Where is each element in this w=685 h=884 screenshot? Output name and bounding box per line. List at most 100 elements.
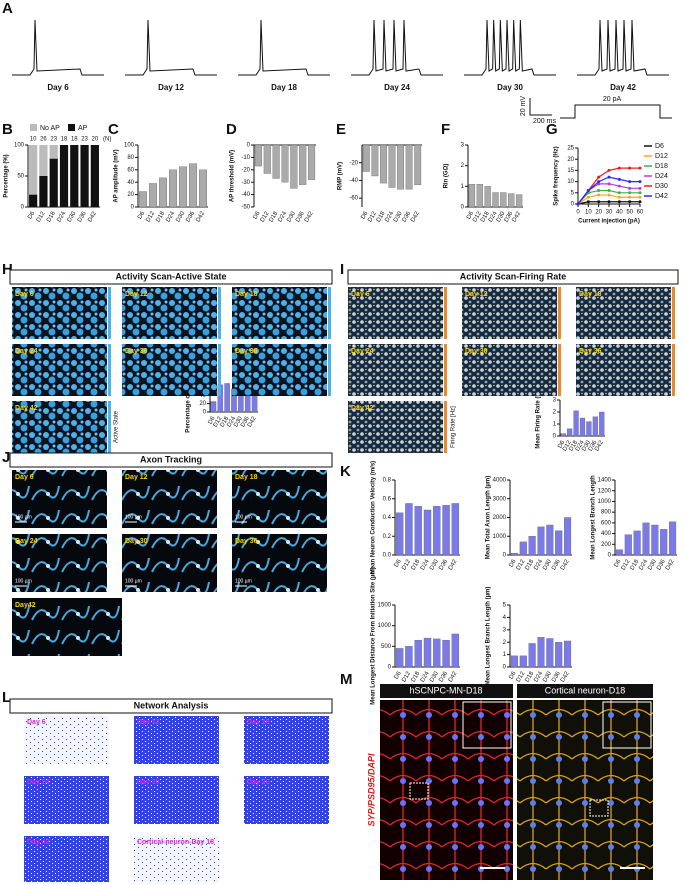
y-tick-label: 10 bbox=[567, 179, 574, 185]
bar bbox=[224, 383, 230, 413]
x-tick-label: D24 bbox=[384, 210, 395, 223]
point bbox=[607, 168, 611, 172]
label: Day 12 bbox=[125, 291, 148, 298]
x-tick-label: D24 bbox=[533, 558, 544, 571]
y-tick-label: -20 bbox=[349, 160, 358, 166]
label: Day 42 bbox=[27, 839, 50, 846]
x-tick-label: D6 bbox=[360, 210, 369, 220]
y-tick-label: 3 bbox=[503, 627, 507, 633]
legend-label: D42 bbox=[655, 193, 668, 200]
bar bbox=[451, 633, 460, 668]
bar bbox=[510, 552, 518, 556]
x-tick-label: D30 bbox=[393, 210, 404, 223]
label: F bbox=[441, 121, 450, 138]
x-tick-label: D30 bbox=[175, 210, 186, 223]
label: (N) bbox=[103, 137, 111, 143]
bar bbox=[433, 506, 441, 556]
label: Day 6 bbox=[47, 83, 69, 92]
label: Day 24 bbox=[27, 779, 50, 786]
x-tick-label: D30 bbox=[233, 415, 244, 428]
y-tick-label: 0 bbox=[503, 665, 507, 671]
bar bbox=[210, 401, 217, 413]
point bbox=[586, 200, 590, 204]
y-tick-label: 1 bbox=[553, 422, 557, 428]
panel-header bbox=[9, 269, 333, 285]
label: Network Analysis bbox=[134, 700, 209, 710]
x-tick-label: D12 bbox=[145, 210, 156, 223]
label: Day 30 bbox=[465, 348, 488, 355]
bar-segment bbox=[80, 145, 89, 207]
colorbar bbox=[108, 287, 111, 339]
x-tick-label: D30 bbox=[429, 670, 440, 683]
image-tile bbox=[462, 344, 557, 396]
x-axis-label: Current injection (pA) bbox=[578, 219, 640, 225]
bar bbox=[492, 192, 499, 208]
label: Day 12 bbox=[158, 83, 184, 92]
bar bbox=[254, 144, 262, 167]
x-tick-label: D30 bbox=[581, 439, 592, 452]
bar bbox=[414, 144, 422, 186]
label: Day 24 bbox=[384, 83, 410, 92]
y-tick-label: 0.8 bbox=[383, 478, 392, 484]
x-tick-label: D42 bbox=[195, 210, 206, 223]
point bbox=[638, 200, 642, 204]
y-tick-label: 0.6 bbox=[383, 496, 392, 502]
y-tick-label: 500 bbox=[381, 644, 392, 650]
x-tick-label: D42 bbox=[511, 210, 522, 223]
bar bbox=[405, 144, 413, 190]
label: Day 30 bbox=[125, 538, 148, 545]
bar bbox=[519, 655, 527, 668]
bar bbox=[299, 144, 307, 185]
colorbar bbox=[108, 401, 111, 453]
y-tick-label: 4 bbox=[503, 615, 507, 621]
bar bbox=[159, 177, 167, 208]
colorbar bbox=[328, 287, 331, 339]
label: Day 36 bbox=[235, 538, 258, 545]
label: 23 bbox=[50, 137, 57, 143]
image-tile bbox=[232, 287, 327, 339]
point bbox=[607, 175, 611, 179]
label: L bbox=[2, 689, 11, 706]
x-tick-label: D12 bbox=[213, 415, 224, 428]
label: 100 µm bbox=[125, 514, 142, 520]
label: K bbox=[340, 463, 351, 480]
bar bbox=[371, 144, 379, 177]
label: 100 µm bbox=[235, 578, 252, 584]
y-tick-label: -10 bbox=[241, 155, 250, 161]
panel-header bbox=[347, 269, 679, 285]
x-tick-label: D30 bbox=[542, 670, 553, 683]
label: 100 µm bbox=[15, 514, 32, 520]
x-tick-label: D6 bbox=[137, 210, 146, 220]
label: Day 12 bbox=[465, 291, 488, 298]
x-tick-label: D18 bbox=[411, 558, 422, 571]
bar bbox=[414, 506, 422, 556]
bar bbox=[615, 549, 623, 556]
bar bbox=[139, 191, 147, 208]
label: 200 ms bbox=[533, 118, 556, 125]
header-box bbox=[517, 684, 653, 698]
point bbox=[628, 166, 632, 170]
label: I bbox=[340, 261, 344, 278]
bar bbox=[537, 637, 545, 668]
point bbox=[607, 189, 611, 193]
y-tick-label: 20 bbox=[127, 192, 134, 198]
colorbar bbox=[558, 287, 561, 339]
y-tick-label: 800 bbox=[601, 510, 612, 516]
raster-tile bbox=[134, 716, 219, 764]
point bbox=[638, 191, 642, 195]
x-tick-label: D42 bbox=[304, 210, 315, 223]
y-tick-label: 0 bbox=[203, 410, 207, 416]
stim-step bbox=[560, 104, 672, 119]
bar-segment bbox=[29, 194, 38, 207]
bar bbox=[405, 646, 413, 668]
point bbox=[607, 182, 611, 186]
point bbox=[576, 202, 580, 206]
label: Activity Scan-Firing Rate bbox=[460, 271, 567, 281]
bar bbox=[500, 192, 507, 208]
x-tick-label: D42 bbox=[665, 558, 676, 571]
bar bbox=[508, 193, 515, 208]
y-tick-label: 4000 bbox=[493, 478, 507, 484]
image-tile bbox=[12, 470, 107, 528]
y-tick-label: 2 bbox=[553, 410, 557, 416]
y-tick-label: 2000 bbox=[493, 515, 507, 521]
